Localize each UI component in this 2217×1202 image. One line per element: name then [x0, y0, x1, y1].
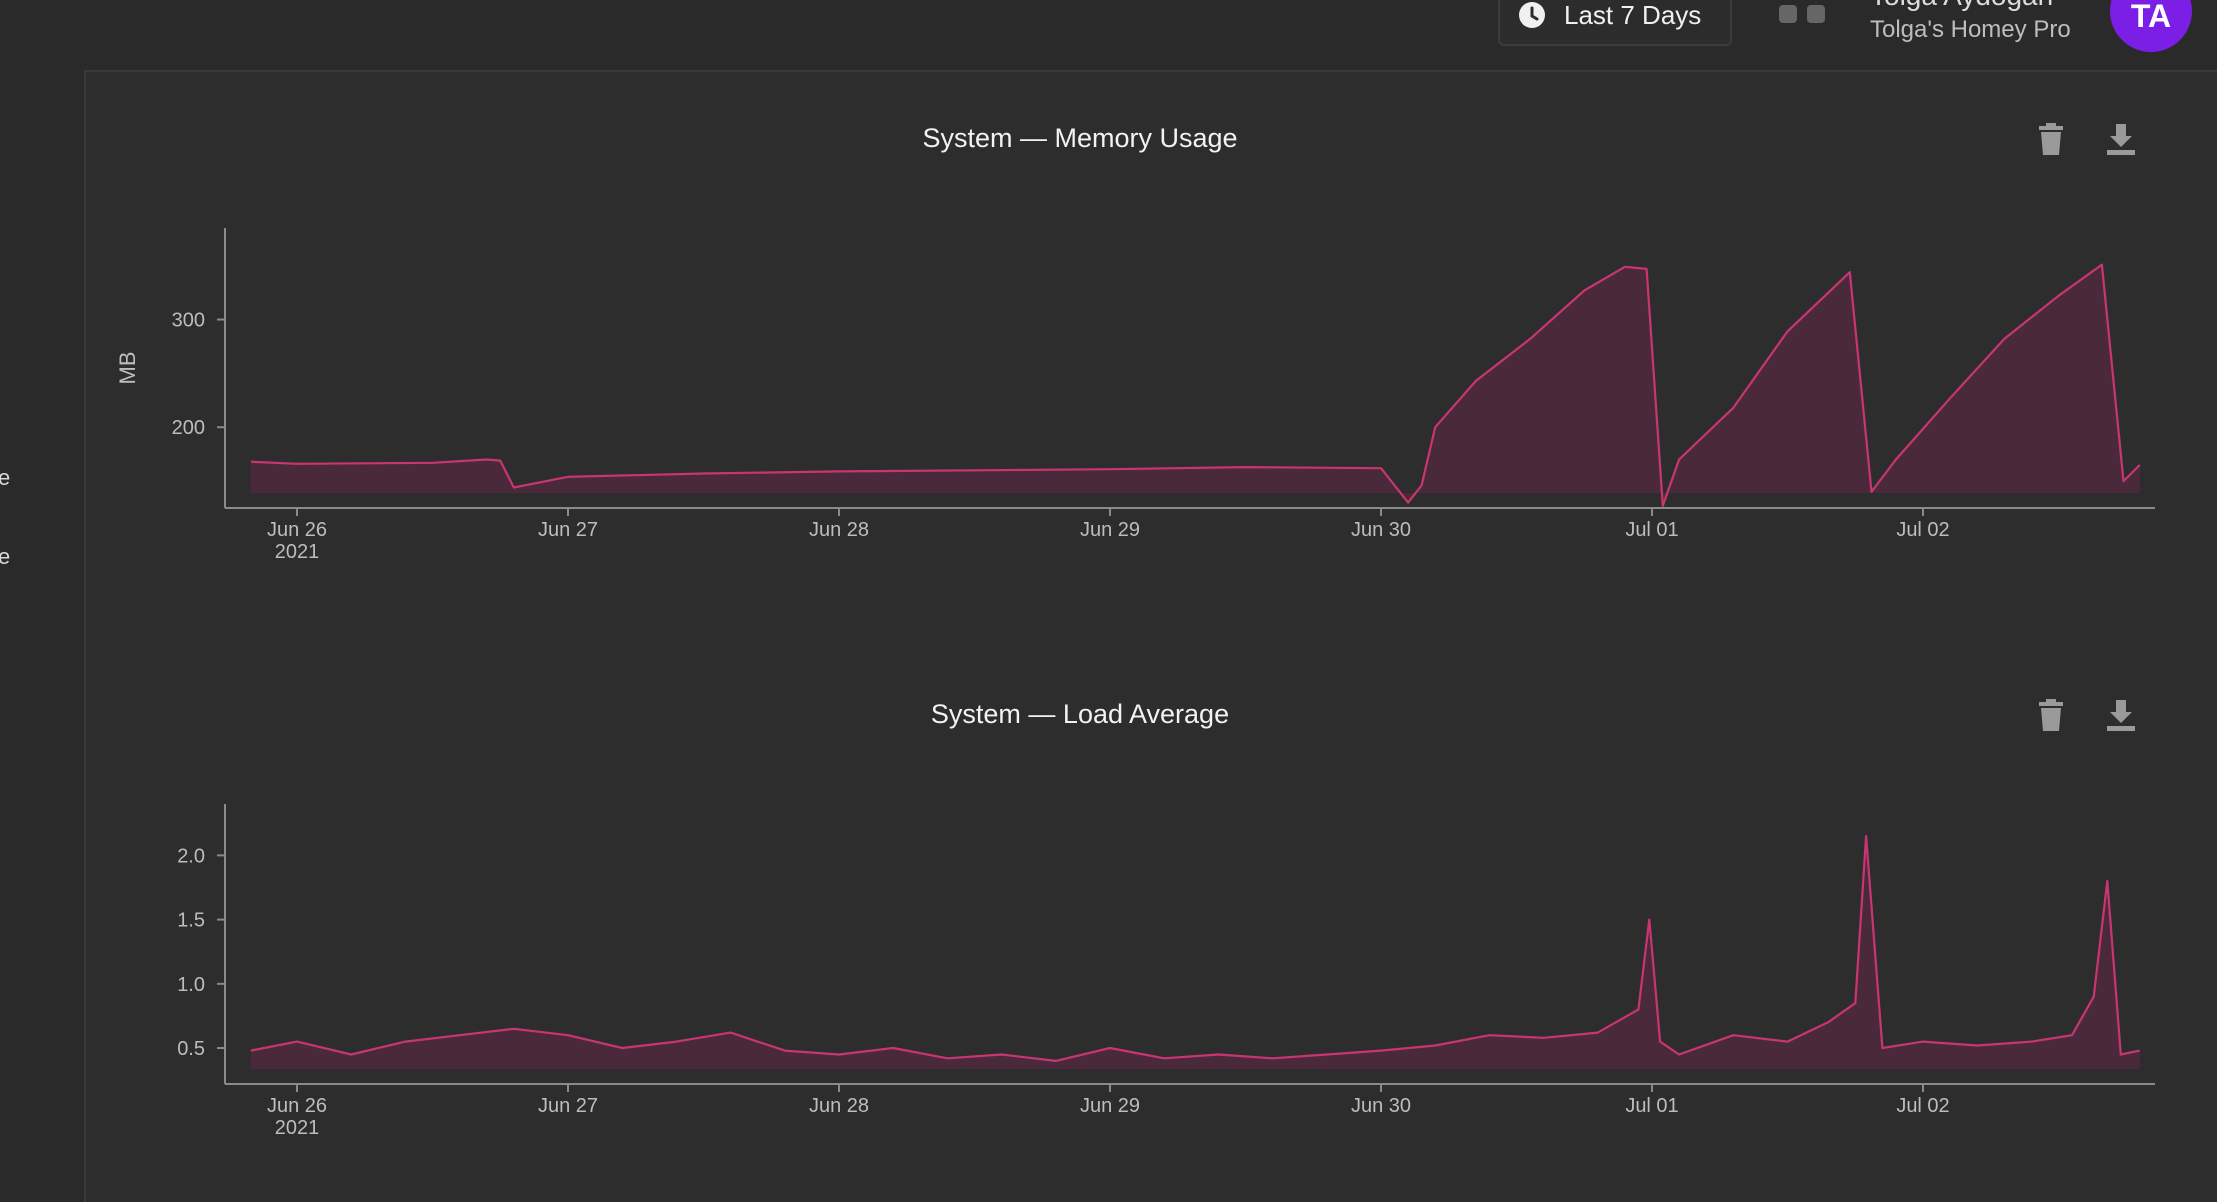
series-line [250, 835, 2141, 1062]
download-icon[interactable] [2104, 698, 2138, 732]
y-axis-title: MB [115, 352, 140, 385]
sidebar-item-fragment[interactable]: e [0, 465, 11, 490]
x-tick-label: Jun 29 [1080, 519, 1140, 541]
memory-chart-title: System — Memory Usage [922, 123, 1238, 153]
x-tick-label: Jun 30 [1351, 1095, 1411, 1117]
clock-icon [1519, 2, 1545, 28]
x-tick-label: Jun 30 [1351, 519, 1411, 541]
user-name[interactable]: Tolga Aydogan [1870, 0, 2053, 12]
sidebar-item-fragment[interactable]: e [0, 544, 11, 569]
x-tick-label: Jun 26 [267, 1095, 327, 1117]
series-area [250, 264, 2140, 506]
trash-icon[interactable] [2034, 698, 2068, 732]
time-range-label: Last 7 Days [1564, 0, 1702, 30]
x-tick-label: Jun 29 [1080, 1095, 1140, 1117]
x-tick-label: Jul 02 [1896, 1095, 1949, 1117]
x-tick-label: Jul 01 [1625, 519, 1678, 541]
homey-name[interactable]: Tolga's Homey Pro [1870, 16, 2071, 43]
y-tick-label: 0.5 [177, 1038, 205, 1060]
y-tick-label: 1.5 [177, 910, 205, 932]
sidebar-edge: e e [0, 0, 84, 1194]
grid-icon[interactable] [1777, 0, 1827, 38]
x-tick-label: Jun 28 [809, 1095, 869, 1117]
x-tick-label: Jul 02 [1896, 519, 1949, 541]
x-tick-label: Jun 28 [809, 519, 869, 541]
y-tick-label: 2.0 [177, 845, 205, 867]
trash-icon[interactable] [2034, 122, 2068, 156]
y-tick-label: 200 [172, 417, 205, 439]
series-line [250, 263, 2141, 507]
x-tick-sublabel: 2021 [275, 1117, 320, 1139]
x-tick-label: Jul 01 [1625, 1095, 1678, 1117]
load-chart-title: System — Load Average [930, 699, 1230, 729]
x-tick-label: Jun 26 [267, 519, 327, 541]
x-tick-label: Jun 27 [538, 1095, 598, 1117]
download-icon[interactable] [2104, 122, 2138, 156]
x-tick-label: Jun 27 [538, 519, 598, 541]
y-tick-label: 300 [172, 310, 205, 332]
time-range-button[interactable]: Last 7 Days [1498, 0, 1732, 46]
x-tick-sublabel: 2021 [275, 541, 320, 563]
series-area [250, 836, 2140, 1069]
y-tick-label: 1.0 [177, 974, 205, 996]
